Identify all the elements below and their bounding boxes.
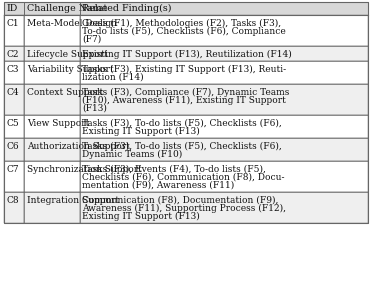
- Bar: [4, 2, 368, 223]
- Text: C4: C4: [6, 88, 19, 97]
- Bar: [24, 115, 80, 138]
- Text: Checklists (F6), Communication (F8), Docu-: Checklists (F6), Communication (F8), Doc…: [83, 173, 285, 182]
- Text: Communication (F8), Documentation (F9),: Communication (F8), Documentation (F9),: [83, 196, 279, 205]
- Text: C1: C1: [6, 19, 19, 28]
- Bar: [80, 161, 368, 192]
- Bar: [4, 61, 24, 84]
- Text: Existing IT Support (F13): Existing IT Support (F13): [83, 212, 200, 221]
- Bar: [4, 46, 24, 61]
- Text: C5: C5: [6, 119, 19, 128]
- Text: (F13): (F13): [83, 104, 108, 113]
- Text: (F7): (F7): [83, 35, 102, 44]
- Text: Variability Support: Variability Support: [27, 65, 113, 74]
- Bar: [80, 2, 368, 15]
- Bar: [24, 61, 80, 84]
- Bar: [80, 84, 368, 115]
- Bar: [24, 15, 80, 46]
- Text: lization (F14): lization (F14): [83, 73, 144, 82]
- Bar: [4, 15, 24, 46]
- Bar: [24, 192, 80, 223]
- Bar: [80, 192, 368, 223]
- Text: Integration Support: Integration Support: [27, 196, 119, 205]
- Text: To-do lists (F5), Checklists (F6), Compliance: To-do lists (F5), Checklists (F6), Compl…: [83, 27, 286, 36]
- Bar: [4, 115, 24, 138]
- Text: mentation (F9), Awareness (F11): mentation (F9), Awareness (F11): [83, 181, 235, 190]
- Bar: [80, 46, 368, 61]
- Text: Authorization Support: Authorization Support: [27, 142, 129, 151]
- Text: Existing IT Support (F13): Existing IT Support (F13): [83, 127, 200, 136]
- Text: Goals (F1), Methodologies (F2), Tasks (F3),: Goals (F1), Methodologies (F2), Tasks (F…: [83, 19, 282, 28]
- Text: Related Finding(s): Related Finding(s): [83, 4, 172, 13]
- Text: View Support: View Support: [27, 119, 89, 128]
- Text: Lifecycle Support: Lifecycle Support: [27, 50, 108, 59]
- Bar: [4, 138, 24, 161]
- Bar: [24, 84, 80, 115]
- Text: Dynamic Teams (F10): Dynamic Teams (F10): [83, 150, 183, 159]
- Bar: [24, 161, 80, 192]
- Text: Awareness (F11), Supporting Process (F12),: Awareness (F11), Supporting Process (F12…: [83, 204, 286, 213]
- Bar: [80, 15, 368, 46]
- Text: Tasks (F3), To-do lists (F5), Checklists (F6),: Tasks (F3), To-do lists (F5), Checklists…: [83, 119, 282, 128]
- Bar: [24, 138, 80, 161]
- Text: C2: C2: [6, 50, 19, 59]
- Text: C8: C8: [6, 196, 19, 205]
- Text: Tasks (F3), Existing IT Support (F13), Reuti-: Tasks (F3), Existing IT Support (F13), R…: [83, 65, 286, 74]
- Bar: [80, 138, 368, 161]
- Text: C7: C7: [6, 165, 19, 174]
- Bar: [24, 2, 80, 15]
- Bar: [4, 2, 24, 15]
- Text: Tasks (F3), Events (F4), To-do lists (F5),: Tasks (F3), Events (F4), To-do lists (F5…: [83, 165, 266, 174]
- Text: ID: ID: [6, 4, 17, 13]
- Text: Meta-Model Design: Meta-Model Design: [27, 19, 117, 28]
- Bar: [80, 61, 368, 84]
- Bar: [24, 46, 80, 61]
- Text: Challenge Name: Challenge Name: [27, 4, 107, 13]
- Text: C3: C3: [6, 65, 19, 74]
- Text: C6: C6: [6, 142, 19, 151]
- Text: Existing IT Support (F13), Reutilization (F14): Existing IT Support (F13), Reutilization…: [83, 50, 292, 59]
- Text: Context Support: Context Support: [27, 88, 103, 97]
- Bar: [4, 84, 24, 115]
- Text: (F10), Awareness (F11), Existing IT Support: (F10), Awareness (F11), Existing IT Supp…: [83, 96, 286, 105]
- Text: Tasks (F3), To-do lists (F5), Checklists (F6),: Tasks (F3), To-do lists (F5), Checklists…: [83, 142, 282, 151]
- Text: Synchronization Support: Synchronization Support: [27, 165, 142, 174]
- Text: Tasks (F3), Compliance (F7), Dynamic Teams: Tasks (F3), Compliance (F7), Dynamic Tea…: [83, 88, 290, 97]
- Bar: [4, 192, 24, 223]
- Bar: [4, 161, 24, 192]
- Bar: [80, 115, 368, 138]
